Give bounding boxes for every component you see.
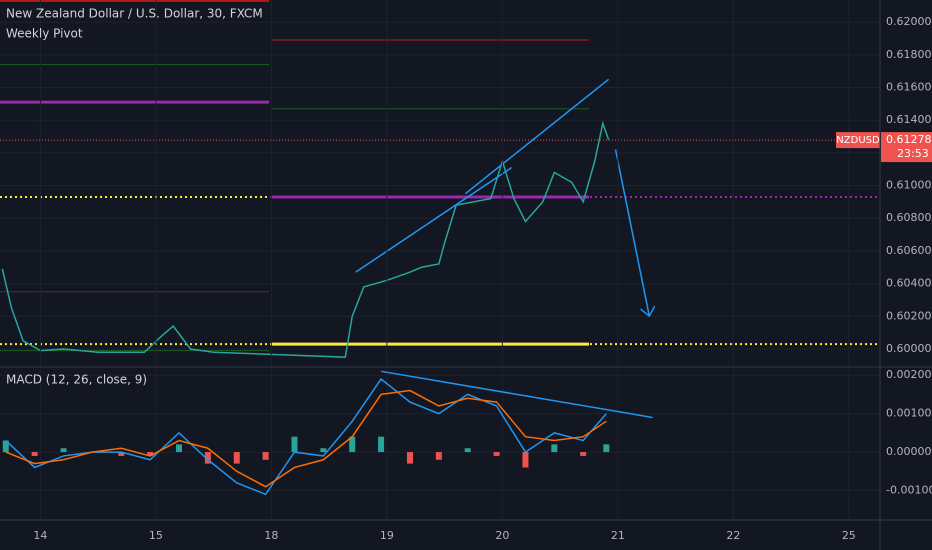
macd-line <box>5 389 607 488</box>
x-tick-label: 14 <box>33 529 47 542</box>
histogram-bar <box>551 444 558 453</box>
histogram-bar <box>176 444 183 453</box>
macd-title: MACD (12, 26, close, 9) <box>6 373 147 387</box>
y-tick-label: 0.62000 <box>886 15 932 28</box>
histogram-bar <box>349 436 356 453</box>
histogram-bar <box>60 448 67 453</box>
histogram-bar <box>580 452 587 456</box>
x-tick-label: 18 <box>264 529 278 542</box>
x-tick-label: 20 <box>495 529 509 542</box>
histogram-bar <box>603 444 610 453</box>
y-tick-label: 0.61600 <box>886 80 932 93</box>
histogram-bar <box>118 452 125 456</box>
histogram-bar <box>320 448 327 453</box>
x-tick-label: 19 <box>380 529 394 542</box>
y-tick-label: 0.60800 <box>886 211 932 224</box>
histogram-bar <box>147 452 154 456</box>
histogram-bar <box>435 452 442 460</box>
last-price-label: 0.61278 <box>886 133 932 146</box>
macd-line <box>5 377 607 496</box>
y-tick-label: 0.60600 <box>886 244 932 257</box>
histogram-bar <box>262 452 269 460</box>
y-tick-label: 0.00200 <box>886 368 932 381</box>
histogram-bar <box>291 436 298 453</box>
y-tick-label: 0.60400 <box>886 277 932 290</box>
histogram-bar <box>522 452 529 468</box>
indicator-label: Weekly Pivot <box>6 27 83 41</box>
y-tick-label: 0.61800 <box>886 48 932 61</box>
price-badge <box>881 132 932 163</box>
histogram-bar <box>406 452 413 464</box>
y-tick-label: 0.61000 <box>886 179 932 192</box>
histogram-bar <box>464 448 471 453</box>
countdown-label: 23:53 <box>897 147 929 160</box>
price-line <box>1 120 610 358</box>
histogram-bar <box>233 452 240 464</box>
y-tick-label: 0.00000 <box>886 445 932 458</box>
x-tick-label: 22 <box>726 529 740 542</box>
symbol-badge <box>836 132 880 149</box>
histogram-bar <box>493 452 500 456</box>
trend-line <box>614 149 649 315</box>
x-tick-label: 21 <box>611 529 625 542</box>
y-tick-label: -0.00100 <box>886 484 932 497</box>
price-panel <box>0 0 880 366</box>
x-tick-label: 25 <box>842 529 856 542</box>
y-tick-label: 0.60200 <box>886 309 932 322</box>
histogram-bar <box>204 452 211 464</box>
y-tick-label: 0.61400 <box>886 113 932 126</box>
y-tick-label: 0.60000 <box>886 342 932 355</box>
axes: 0.620000.618000.616000.614000.612000.610… <box>33 15 932 542</box>
histogram-bar <box>2 440 9 453</box>
macd-panel <box>0 369 880 519</box>
symbol-label: NZDUSD <box>836 135 880 146</box>
y-tick-label: 0.00100 <box>886 407 932 420</box>
x-tick-label: 15 <box>149 529 163 542</box>
histogram-bar <box>31 452 38 456</box>
trend-line <box>380 370 653 419</box>
chart-title: New Zealand Dollar / U.S. Dollar, 30, FX… <box>6 7 263 21</box>
trend-line <box>464 78 610 195</box>
histogram-bar <box>378 436 385 453</box>
trend-line <box>355 166 513 273</box>
